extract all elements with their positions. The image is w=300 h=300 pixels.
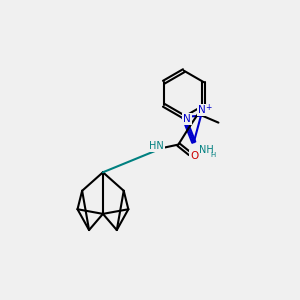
Text: N: N <box>183 114 191 124</box>
Text: H: H <box>210 152 215 158</box>
Text: O: O <box>190 151 199 161</box>
Text: +: + <box>206 103 212 112</box>
Text: HN: HN <box>149 141 164 151</box>
Text: N: N <box>198 105 206 115</box>
Text: NH: NH <box>199 145 214 155</box>
